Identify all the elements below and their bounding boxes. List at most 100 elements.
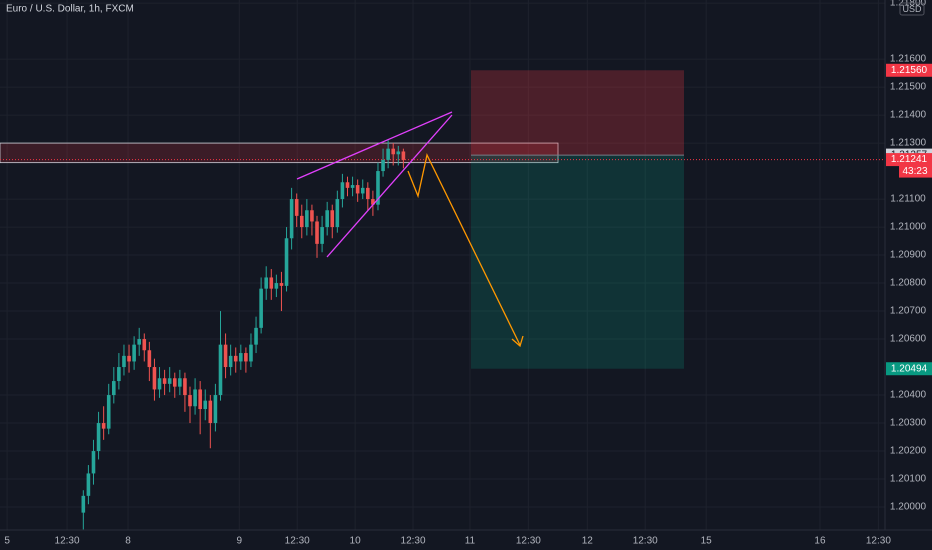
- currency-box[interactable]: [899, 2, 925, 16]
- candle-body: [386, 148, 390, 160]
- y-tick-label: 1.21800: [890, 0, 927, 9]
- candle-body: [142, 339, 147, 351]
- y-tick-label: 1.20800: [890, 278, 927, 289]
- price-tag-label: 1.20494: [891, 363, 928, 374]
- candle-body: [208, 400, 213, 424]
- candle-body: [381, 159, 385, 172]
- candle-body: [294, 199, 299, 216]
- candle-body: [112, 381, 116, 396]
- candle-body: [132, 344, 136, 362]
- candle-body: [152, 367, 157, 390]
- candle-body: [305, 210, 309, 228]
- y-tick-label: 1.20900: [890, 250, 927, 261]
- candle-body: [330, 210, 335, 228]
- candle-body: [350, 185, 355, 188]
- candle-body: [320, 227, 324, 244]
- candle-body: [279, 283, 284, 286]
- candle-body: [101, 423, 106, 429]
- candle-body: [315, 221, 319, 244]
- y-tick-label: 1.21500: [890, 82, 927, 93]
- candle-body: [223, 344, 228, 368]
- candle-body: [259, 288, 263, 328]
- x-tick-label: 12:30: [285, 536, 310, 547]
- candles: [81, 140, 406, 530]
- x-tick-label: 12:30: [55, 536, 80, 547]
- y-tick-label: 1.21600: [890, 54, 927, 65]
- x-tick-label: 8: [125, 536, 131, 547]
- candle-body: [355, 185, 360, 194]
- candle-body: [264, 277, 269, 289]
- candle-body: [244, 353, 248, 362]
- candle-body: [366, 187, 370, 200]
- candle-body: [289, 199, 294, 239]
- candle-body: [233, 355, 238, 362]
- x-tick-label: 12:30: [866, 536, 891, 547]
- axes: 1.20000 1.20100 1.20200 1.20300 1.20400 1.206…: [4, 0, 932, 547]
- candle-body: [371, 199, 375, 205]
- candle-body: [162, 378, 167, 384]
- price-tag: [886, 362, 932, 376]
- candle-body: [391, 148, 396, 155]
- currency: USD: [902, 4, 922, 14]
- price-tag-label: 1.21241: [891, 154, 928, 165]
- candle-body: [360, 187, 365, 194]
- candle-body: [310, 210, 314, 222]
- price-axis: [885, 0, 932, 550]
- candle-body: [340, 182, 345, 200]
- candle-body: [167, 378, 172, 384]
- candle-body: [269, 277, 274, 289]
- candle-body: [91, 451, 96, 474]
- y-tick-label: 1.20100: [890, 474, 927, 485]
- price-tag: [886, 153, 932, 167]
- countdown: 43:23: [902, 166, 927, 177]
- candle-body: [81, 495, 86, 513]
- chart-title: Euro / U.S. Dollar, 1h, FXCM: [6, 4, 134, 15]
- y-tick-label: 1.20400: [890, 390, 927, 401]
- candle-body: [106, 395, 111, 429]
- candle-body: [147, 350, 152, 368]
- x-tick-label: 5: [4, 536, 10, 547]
- projection-arrow: [407, 153, 521, 346]
- candle-body: [325, 210, 329, 228]
- y-tick-label: 1.21300: [890, 138, 927, 149]
- candle-body: [172, 378, 177, 387]
- x-tick-label: 12:30: [633, 536, 658, 547]
- candle-body: [396, 151, 401, 155]
- y-tick-label: 1.20000: [890, 502, 927, 513]
- candle-body: [249, 344, 253, 362]
- candle-body: [228, 355, 233, 368]
- overlay: [296, 111, 524, 348]
- target-area: [471, 155, 684, 369]
- countdown-tag: [899, 165, 932, 178]
- arrow-head: [511, 335, 524, 348]
- candle-body: [284, 238, 289, 286]
- candle-body: [178, 378, 182, 387]
- candle-body: [239, 353, 243, 362]
- candle-body: [193, 389, 197, 407]
- candle-body: [96, 423, 101, 452]
- y-tick-label: 1.21100: [890, 194, 926, 205]
- candle-body: [117, 367, 121, 382]
- stop-area: [471, 70, 684, 156]
- x-tick-label: 15: [701, 536, 713, 547]
- x-tick-label: 16: [814, 536, 826, 547]
- candle-body: [218, 344, 223, 396]
- x-tick-label: 12:30: [401, 536, 426, 547]
- y-tick-label: 1.20200: [890, 446, 927, 457]
- resistance-zone: [0, 142, 559, 164]
- candle-body: [183, 378, 187, 396]
- price-tag: [886, 63, 932, 77]
- candle-body: [203, 400, 208, 410]
- x-tick-label: 10: [350, 536, 362, 547]
- candle-body: [188, 395, 192, 407]
- candle-body: [127, 355, 131, 362]
- y-tick-label: 1.20700: [890, 306, 927, 317]
- candle-body: [86, 473, 91, 496]
- y-tick-label: 1.20600: [890, 334, 927, 345]
- candle-body: [137, 339, 142, 345]
- x-tick-label: 12: [582, 536, 594, 547]
- candle-body: [198, 389, 202, 410]
